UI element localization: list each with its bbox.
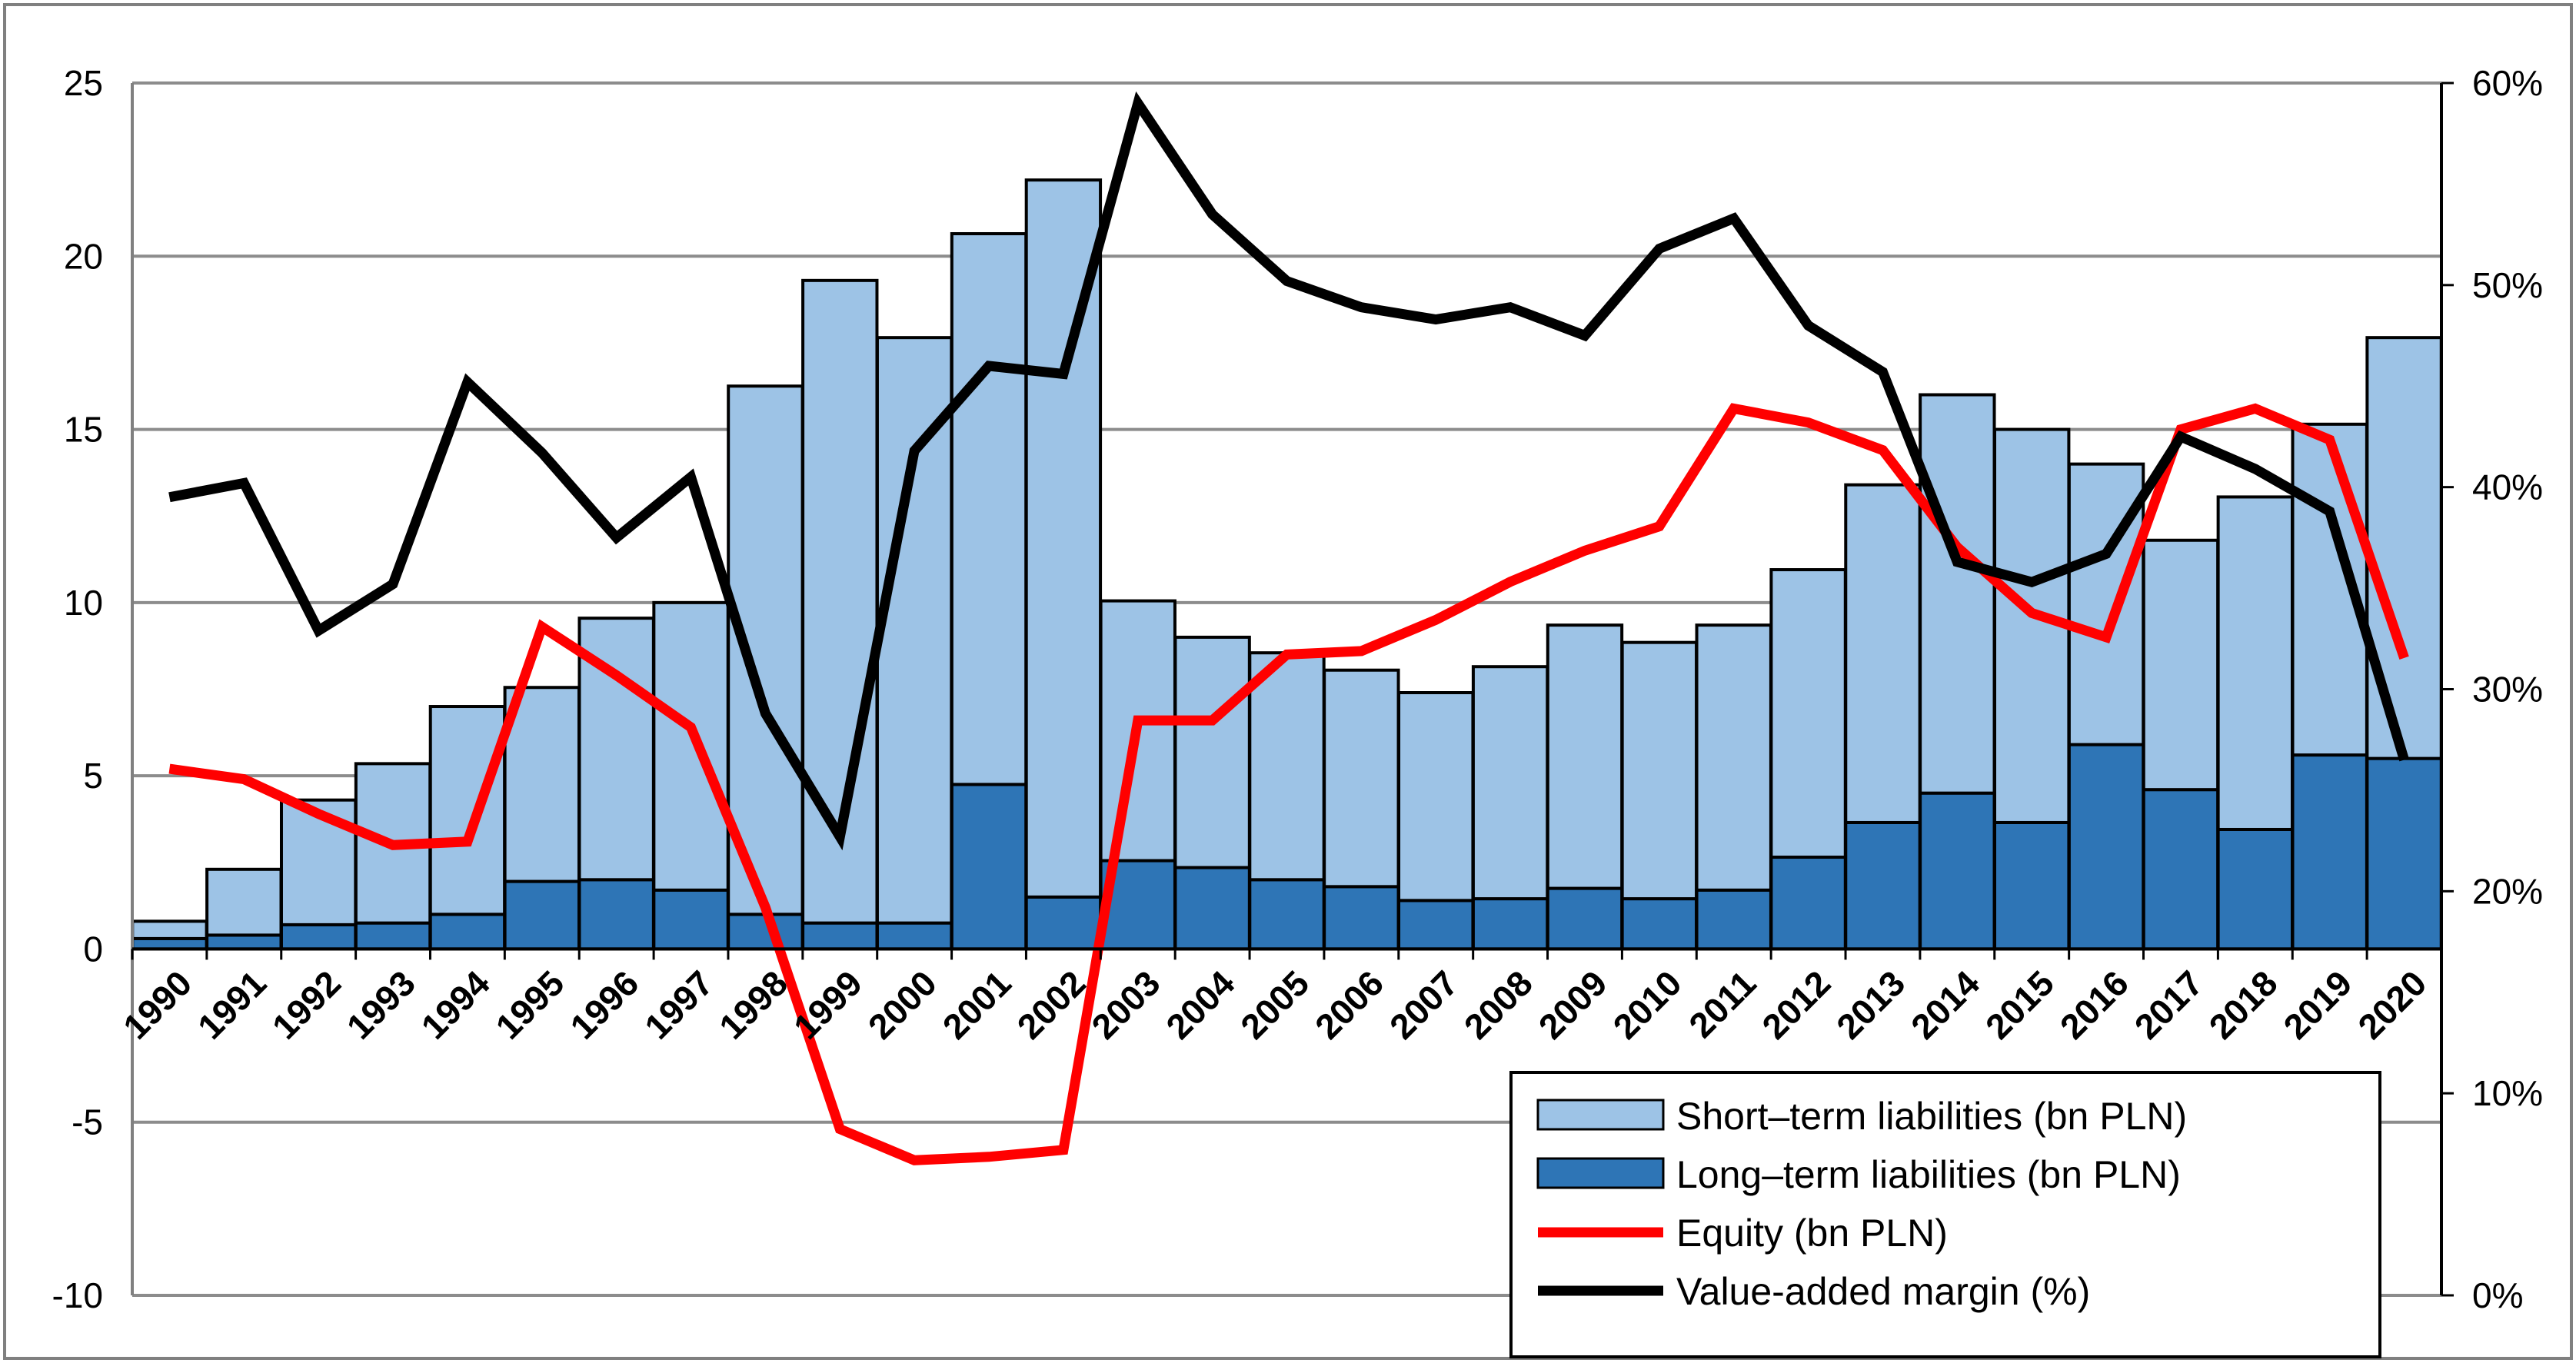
bar-long-term [1844, 820, 1922, 951]
bar-short-term [1919, 393, 1996, 795]
bar-short-term [1323, 668, 1400, 889]
legend-label: Equity (bn PLN) [1676, 1212, 1948, 1255]
y-right-tick-label: 40% [2472, 467, 2543, 507]
bar-long-term [1695, 888, 1772, 951]
bar-short-term [503, 686, 581, 883]
y-right-tick-label: 50% [2472, 265, 2543, 305]
bar-long-term [2365, 756, 2443, 951]
y-left-tick-label: 15 [64, 410, 103, 450]
bar-long-term [801, 921, 879, 951]
y-left-tick-label: 5 [83, 756, 103, 796]
bar-short-term [2216, 495, 2295, 831]
bar-long-term [1173, 866, 1251, 951]
bar-short-term [1769, 568, 1847, 859]
line-equity [168, 403, 2409, 1165]
bar-long-term [1620, 897, 1699, 951]
bar-short-term [1695, 623, 1772, 892]
legend-label: Long–term liabilities (bn PLN) [1676, 1153, 2181, 1196]
bar-long-term [503, 879, 581, 951]
y-right-tick-label: 20% [2472, 871, 2543, 911]
bar-short-term [1844, 483, 1922, 824]
y-left-tick-label: 25 [64, 63, 103, 103]
bar-short-term [950, 231, 1028, 786]
bar-short-term [1248, 651, 1326, 882]
bar-short-term [2365, 336, 2443, 760]
y-right-tick-label: 60% [2472, 63, 2543, 103]
y-left-tick-label: 0 [83, 929, 103, 969]
bar-long-term [205, 933, 283, 951]
bar-long-term [2291, 753, 2368, 951]
bar-long-term [2142, 788, 2220, 951]
bar-long-term [1769, 856, 1847, 951]
y-left-tick-label: -10 [52, 1275, 103, 1315]
bar-long-term [1248, 878, 1326, 951]
y-left-tick-label: -5 [72, 1102, 103, 1142]
bars [131, 178, 2443, 951]
bar-long-term [131, 936, 208, 951]
bar-long-term [1397, 899, 1475, 951]
bar-short-term [2142, 538, 2220, 792]
y-right-tick-label: 0% [2472, 1275, 2523, 1315]
bar-long-term [577, 878, 655, 951]
bar-short-term [131, 919, 208, 940]
bar-long-term [1993, 820, 2071, 951]
legend: Short–term liabilities (bn PLN) Long–term… [1509, 1071, 2381, 1358]
lines [168, 91, 2409, 1165]
bar-short-term [428, 705, 507, 916]
bar-short-term [1546, 623, 1624, 890]
bar-long-term [354, 921, 432, 951]
bar-long-term [2216, 827, 2295, 951]
bar-short-term [1397, 691, 1475, 903]
bar-short-term [1173, 635, 1251, 869]
bar-short-term [801, 278, 879, 925]
bar-long-term [1471, 897, 1549, 951]
line-value-added-margin [168, 91, 2409, 851]
bar-short-term [1620, 640, 1699, 901]
bar-long-term [1919, 791, 1996, 951]
legend-label: Value-added margin (%) [1676, 1270, 2090, 1313]
bar-short-term [205, 867, 283, 937]
y-left-tick-label: 20 [64, 236, 103, 276]
legend-label: Short–term liabilities (bn PLN) [1676, 1095, 2187, 1138]
bar-long-term [875, 921, 954, 951]
bar-long-term [652, 888, 730, 951]
bar-short-term [652, 600, 730, 892]
y-right-tick-label: 30% [2472, 670, 2543, 710]
bar-long-term [279, 923, 358, 951]
legend-swatch [1536, 1099, 1665, 1131]
y-left-tick-label: 10 [64, 583, 103, 623]
bar-long-term [1323, 885, 1400, 951]
bar-short-term [1471, 665, 1549, 901]
bar-long-term [2067, 743, 2145, 951]
bar-long-term [950, 783, 1028, 951]
bar-long-term [1546, 886, 1624, 951]
bar-long-term [1024, 895, 1103, 951]
legend-swatch [1536, 1157, 1665, 1189]
y-right-tick-label: 10% [2472, 1073, 2543, 1113]
bar-long-term [428, 913, 507, 951]
